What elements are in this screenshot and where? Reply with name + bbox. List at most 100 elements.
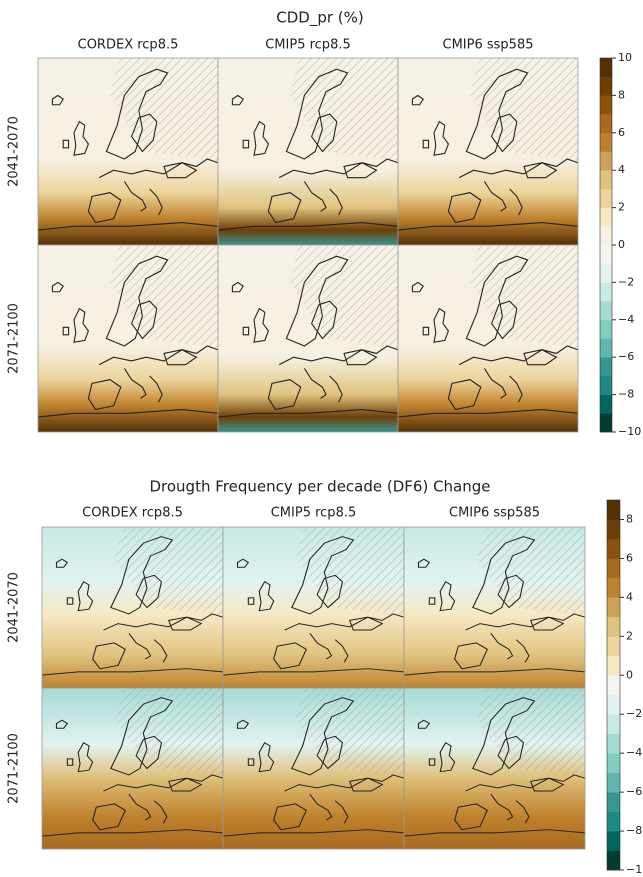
colorbar-tick-label: −2 bbox=[618, 275, 634, 288]
significance-hatch bbox=[110, 245, 218, 348]
colorbar-segment bbox=[600, 375, 612, 395]
significance-hatch bbox=[114, 688, 223, 777]
row-label: 2071-2100 bbox=[7, 303, 22, 374]
colorbar-segment bbox=[607, 616, 620, 637]
map-panel bbox=[217, 57, 399, 246]
significance-hatch bbox=[114, 527, 223, 616]
colorbar-segment bbox=[607, 538, 620, 559]
colorbar-segment bbox=[600, 357, 612, 377]
colorbar-tick-label: 10 bbox=[618, 51, 632, 64]
colorbar-segment bbox=[600, 188, 612, 208]
colorbar-segment bbox=[600, 394, 612, 414]
colorbar-segment bbox=[600, 319, 612, 339]
colorbar-segment bbox=[607, 811, 620, 832]
significance-hatch bbox=[295, 527, 404, 616]
colorbar-segment bbox=[607, 733, 620, 754]
map-panel bbox=[397, 244, 579, 433]
column-label: CMIP6 ssp585 bbox=[443, 38, 534, 53]
colorbar-segment bbox=[607, 577, 620, 598]
colorbar-segment bbox=[600, 151, 612, 171]
colorbar-tick-label: 8 bbox=[626, 512, 633, 525]
colorbar-tick-label: −8 bbox=[626, 824, 642, 837]
colorbar-segment bbox=[607, 519, 620, 540]
map-panel bbox=[222, 526, 405, 689]
colorbar-segment bbox=[607, 694, 620, 715]
panel-frame bbox=[403, 687, 586, 850]
colorbar-tick-label: −4 bbox=[626, 746, 642, 759]
colorbar-segment bbox=[607, 772, 620, 793]
colorbar-tick-label: 4 bbox=[618, 163, 625, 176]
significance-hatch bbox=[290, 245, 398, 348]
colorbar-segment bbox=[600, 282, 612, 302]
colorbar-segment bbox=[607, 850, 620, 871]
colorbar-segment bbox=[600, 132, 612, 152]
colorbar-segment bbox=[607, 636, 620, 657]
map-panel bbox=[403, 687, 586, 850]
colorbar-tick-label: 8 bbox=[618, 88, 625, 101]
column-label: CMIP5 rcp8.5 bbox=[265, 38, 351, 53]
significance-hatch bbox=[295, 688, 404, 777]
colorbar-segment bbox=[607, 675, 620, 696]
map-panel bbox=[397, 57, 579, 246]
colorbar-tick-label: 2 bbox=[618, 201, 625, 214]
colorbar-segment bbox=[600, 226, 612, 246]
significance-hatch bbox=[476, 688, 585, 777]
colorbar-segment bbox=[607, 558, 620, 579]
colorbar-tick-label: 4 bbox=[626, 590, 633, 603]
colorbar-tick-label: −10 bbox=[618, 425, 641, 438]
colorbar-tick-label: −4 bbox=[618, 313, 634, 326]
colorbar-segment bbox=[607, 792, 620, 812]
colorbar-tick-label: −8 bbox=[618, 388, 634, 401]
chart-title: Drougth Frequency per decade (DF6) Chang… bbox=[149, 478, 490, 496]
map-panel bbox=[41, 526, 224, 689]
colorbar-segment bbox=[607, 714, 620, 734]
colorbar-segment bbox=[600, 338, 612, 358]
colorbar-segment bbox=[607, 500, 620, 520]
map-panel bbox=[37, 244, 219, 433]
colorbar-segment bbox=[600, 170, 612, 190]
colorbar-segment bbox=[600, 301, 612, 321]
map-panel bbox=[222, 687, 405, 850]
colorbar-tick-label: −10 bbox=[626, 863, 643, 876]
significance-hatch bbox=[110, 58, 218, 161]
colorbar-tick-label: 6 bbox=[618, 126, 625, 139]
colorbar-tick-label: −6 bbox=[626, 785, 642, 798]
column-label: CORDEX rcp8.5 bbox=[78, 38, 179, 53]
map-panel bbox=[217, 244, 399, 433]
column-label: CMIP5 rcp8.5 bbox=[271, 506, 357, 521]
column-label: CORDEX rcp8.5 bbox=[82, 506, 183, 521]
colorbar-tick-label: 2 bbox=[626, 629, 633, 642]
colorbar-segment bbox=[600, 245, 612, 264]
row-label: 2041-2070 bbox=[7, 116, 22, 187]
colorbar-segment bbox=[600, 58, 612, 77]
colorbar-frame bbox=[606, 499, 621, 871]
colorbar-segment bbox=[600, 76, 612, 96]
colorbar-segment bbox=[607, 831, 620, 851]
significance-hatch bbox=[470, 58, 578, 161]
colorbar-tick-label: 6 bbox=[626, 551, 633, 564]
column-label: CMIP6 ssp585 bbox=[449, 506, 540, 521]
colorbar-tick-label: −6 bbox=[618, 350, 634, 363]
significance-hatch bbox=[470, 245, 578, 348]
colorbar-segment bbox=[607, 655, 620, 676]
colorbar-segment bbox=[600, 263, 612, 283]
chart-title: CDD_pr (%) bbox=[276, 9, 364, 28]
map-panel bbox=[37, 57, 219, 246]
colorbar-segment bbox=[600, 207, 612, 227]
panel-frame bbox=[397, 244, 579, 433]
colorbar-tick-label: 0 bbox=[618, 238, 625, 251]
colorbar-tick-label: −2 bbox=[626, 707, 642, 720]
colorbar-segment bbox=[600, 114, 612, 134]
row-label: 2041-2070 bbox=[7, 572, 22, 643]
colorbar-segment bbox=[607, 597, 620, 618]
row-label: 2071-2100 bbox=[7, 733, 22, 804]
significance-hatch bbox=[476, 527, 585, 616]
significance-hatch bbox=[290, 58, 398, 161]
colorbar-segment bbox=[600, 413, 612, 433]
colorbar-segment bbox=[607, 753, 620, 773]
map-panel bbox=[41, 687, 224, 850]
colorbar-segment bbox=[600, 95, 612, 115]
map-panel bbox=[403, 526, 586, 689]
